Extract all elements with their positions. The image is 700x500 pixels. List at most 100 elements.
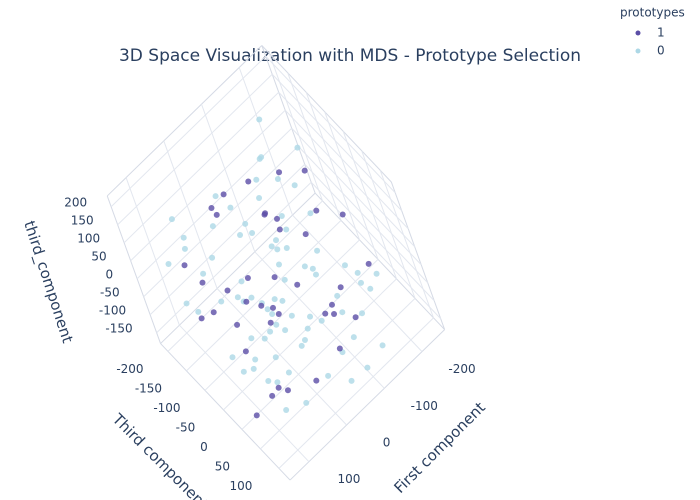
point: [288, 312, 295, 319]
point: [269, 304, 276, 311]
point: [265, 378, 272, 384]
grid-line: [268, 53, 323, 202]
x-tick-label: 100: [337, 472, 360, 486]
point: [348, 377, 355, 384]
point: [237, 231, 244, 238]
point: [276, 169, 283, 176]
legend-label: 1: [657, 26, 665, 40]
point: [262, 210, 269, 217]
grid-line: [117, 73, 273, 226]
grid-line: [123, 91, 280, 244]
point: [269, 392, 276, 399]
grid-line: [110, 55, 267, 208]
grid-line: [278, 91, 409, 230]
point: [301, 337, 308, 344]
series: [181, 167, 372, 419]
point: [275, 311, 282, 318]
point: [258, 302, 265, 309]
point: [359, 310, 366, 317]
point: [218, 298, 225, 305]
point: [248, 294, 255, 301]
grid-line: [216, 288, 347, 426]
z-tick-label: 100: [77, 231, 100, 245]
grid-line: [297, 145, 429, 284]
point: [183, 300, 190, 307]
x-tick-label: -100: [411, 399, 438, 413]
grid-line: [324, 111, 379, 260]
y-tick-label: 50: [215, 459, 230, 473]
point: [276, 226, 283, 233]
point: [312, 271, 319, 278]
grid-line: [136, 127, 293, 280]
point: [304, 325, 311, 332]
point: [209, 223, 216, 230]
point: [240, 368, 247, 375]
point: [322, 310, 329, 317]
grid-line: [163, 140, 218, 289]
point: [213, 211, 220, 218]
y-tick-label: -150: [135, 381, 162, 395]
point: [278, 212, 285, 219]
point: [195, 308, 202, 315]
point: [244, 274, 251, 281]
point: [209, 254, 216, 261]
point: [337, 284, 344, 291]
point: [339, 211, 346, 218]
point: [350, 334, 357, 341]
point: [261, 335, 268, 342]
grid-line: [292, 214, 423, 352]
point: [248, 335, 255, 342]
wall-edge: [390, 181, 446, 330]
point: [220, 191, 227, 198]
point: [245, 178, 252, 185]
wall-edge: [289, 329, 445, 481]
point: [168, 216, 175, 223]
point: [229, 354, 236, 361]
grid-line: [204, 239, 360, 391]
point: [301, 167, 308, 174]
point: [283, 226, 290, 233]
grid-line: [149, 163, 306, 316]
point: [283, 407, 290, 414]
grid-line: [287, 72, 342, 221]
point: [331, 310, 338, 317]
grid-line: [167, 200, 323, 352]
point: [269, 311, 276, 318]
point: [301, 263, 308, 270]
point: [281, 276, 288, 283]
wall-edge: [261, 45, 392, 183]
point: [253, 176, 260, 183]
x-axis-title: First component: [390, 398, 489, 497]
y-tick-label: -50: [176, 420, 196, 434]
grid-line: [278, 317, 434, 469]
grid-line: [238, 67, 293, 216]
point: [354, 269, 361, 276]
point: [294, 144, 301, 151]
point: [234, 321, 241, 328]
z-axis-title: third_component: [19, 219, 76, 346]
z-tick-label: 200: [64, 195, 87, 209]
z-tick-label: -100: [99, 303, 126, 317]
point: [313, 377, 320, 384]
grid-line: [179, 324, 310, 463]
point: [325, 372, 332, 379]
z-tick-label: -50: [100, 285, 120, 299]
grid-line: [223, 259, 379, 411]
point: [282, 327, 289, 334]
point: [285, 369, 292, 376]
grid-line: [241, 278, 397, 430]
wall-edge: [106, 45, 263, 197]
z-tick-label: -150: [105, 321, 132, 335]
point: [252, 356, 259, 363]
point: [243, 298, 250, 305]
point: [253, 412, 260, 419]
point: [309, 265, 316, 272]
point: [198, 315, 205, 322]
legend-title: prototypes: [620, 6, 685, 20]
grid-line: [304, 163, 435, 302]
point: [227, 204, 234, 211]
point: [328, 301, 335, 308]
grid-line: [379, 170, 434, 319]
